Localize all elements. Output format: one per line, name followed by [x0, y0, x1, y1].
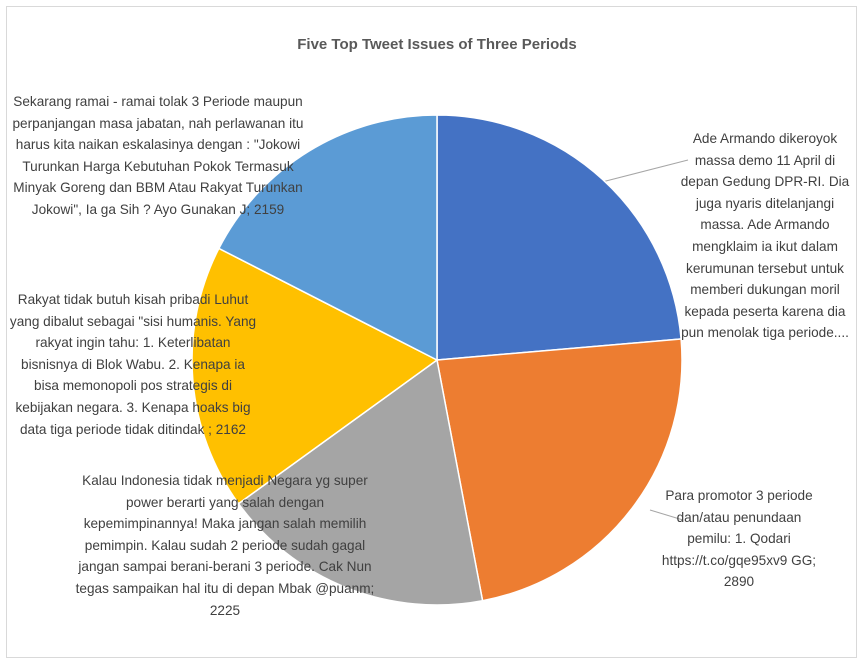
- data-label: Kalau Indonesia tidak menjadi Negara yg …: [75, 473, 375, 618]
- pie-slice: [436, 114, 682, 361]
- pie-slice: [217, 114, 438, 362]
- data-label: Ade Armando dikeroyok massa demo 11 Apri…: [680, 131, 850, 341]
- leader-line: [649, 509, 684, 521]
- pie-slice: [237, 358, 484, 606]
- data-label: Sekarang ramai - ramai tolak 3 Periode m…: [12, 94, 304, 217]
- pie-slice: [436, 338, 683, 602]
- data-label: Rakyat tidak butuh kisah pribadi Luhut y…: [9, 292, 257, 437]
- leader-line: [601, 159, 689, 183]
- chart-title: Five Top Tweet Issues of Three Periods: [297, 36, 577, 53]
- pie-slice: [191, 247, 439, 505]
- data-label: Para promotor 3 periode dan/atau penunda…: [661, 488, 817, 590]
